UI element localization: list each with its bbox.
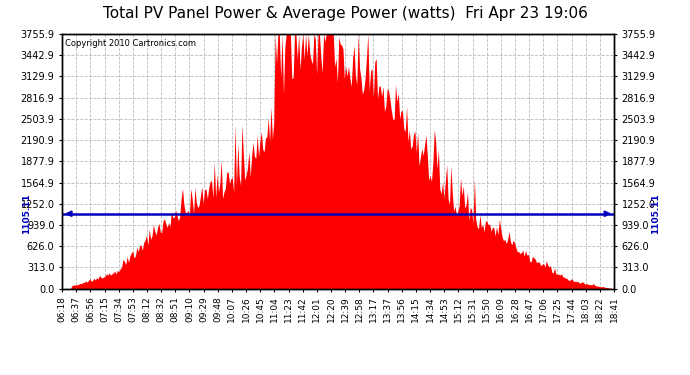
Text: 1105.11: 1105.11 [21,194,31,234]
Text: Copyright 2010 Cartronics.com: Copyright 2010 Cartronics.com [65,39,196,48]
Text: Total PV Panel Power & Average Power (watts)  Fri Apr 23 19:06: Total PV Panel Power & Average Power (wa… [103,6,587,21]
Text: 1105.11: 1105.11 [651,194,660,234]
